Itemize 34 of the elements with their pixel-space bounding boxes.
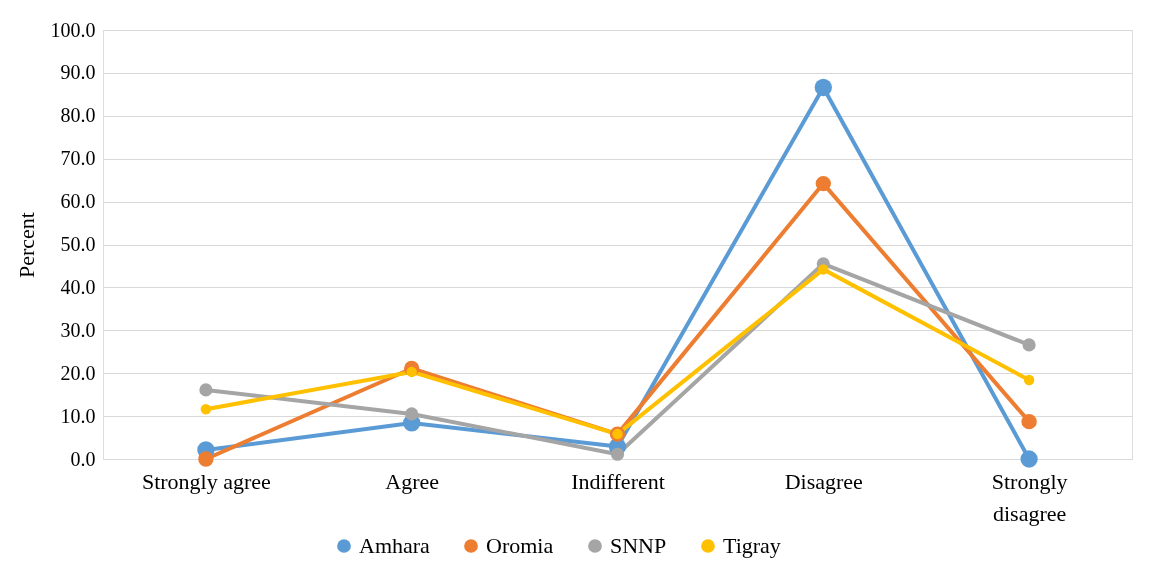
y-axis-title: Percent [13,212,39,278]
point [199,383,213,397]
y-tick-label: 70.0 [60,147,96,170]
point [815,175,831,192]
point [610,447,625,461]
point [1022,338,1036,352]
y-tick-label: 80.0 [60,104,96,127]
y-tick-label: 50.0 [60,233,96,255]
point [814,78,832,97]
y-tick-label: 30.0 [60,318,96,341]
point [405,407,419,421]
y-tick-label: 100.0 [50,18,96,41]
point [406,366,417,378]
x-tick-label: Strongly disagree [991,468,1068,526]
point [818,264,829,275]
y-tick-label: 10.0 [60,404,96,427]
y-tick-label: 20.0 [60,361,96,384]
y-tick-label: 0.0 [70,447,96,470]
x-tick-label: Strongly agree [141,468,271,494]
point [198,451,214,467]
point [1021,414,1037,430]
point [1020,450,1038,468]
y-tick-label: 90.0 [60,61,96,84]
y-tick-label: 40.0 [60,275,96,298]
y-tick-label: 60.0 [60,190,96,213]
x-tick-label: Indifferent [571,468,665,494]
point [200,404,212,415]
x-tick-label: Agree [385,468,440,494]
legend-label: Amhara [359,533,431,558]
point [1023,374,1035,386]
legend-label: Tigray [723,533,781,558]
legend-label: SNNP [610,533,667,558]
legend-label: Oromia [486,533,554,558]
x-tick-label: Disagree [784,468,863,494]
